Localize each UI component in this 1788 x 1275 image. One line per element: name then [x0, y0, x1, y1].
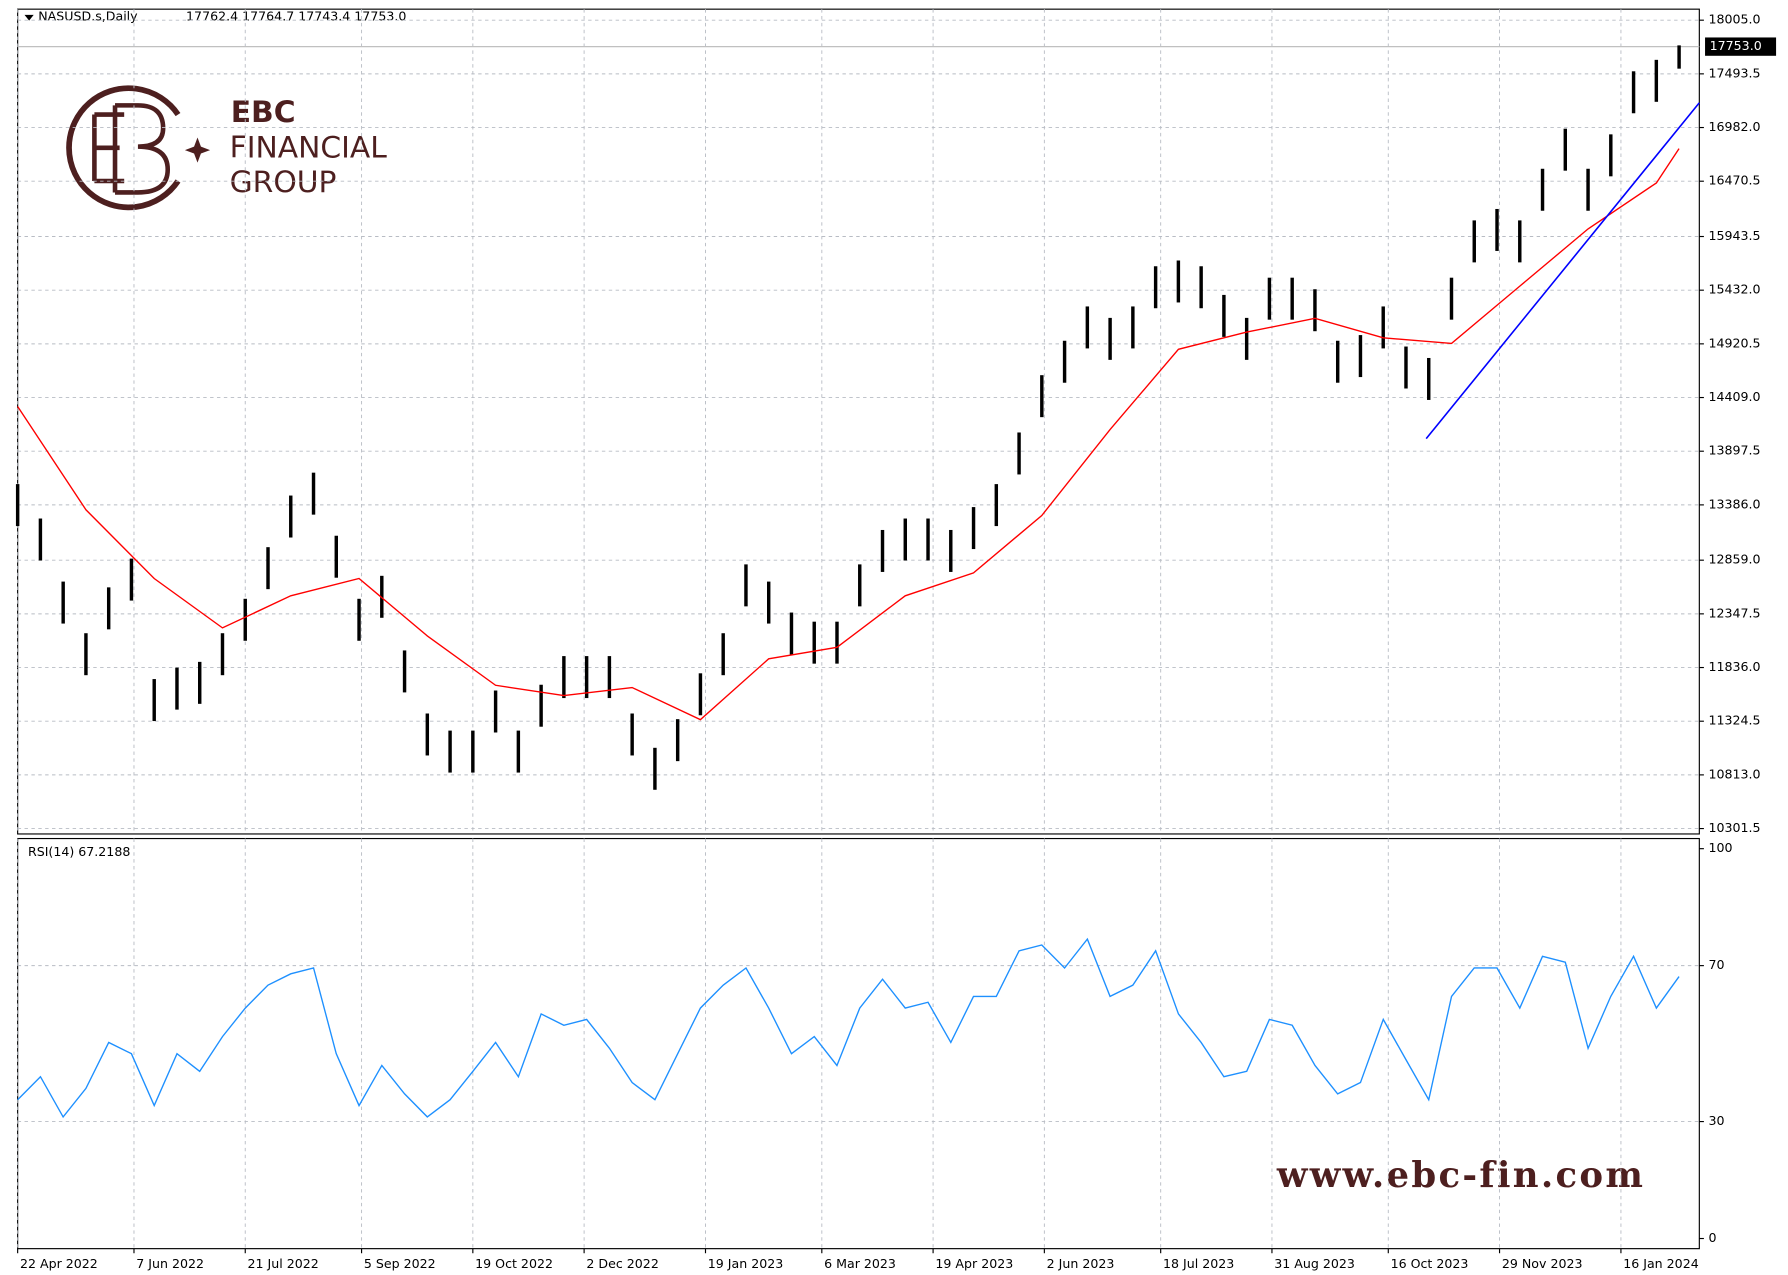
logo-name: EBC [231, 95, 296, 130]
logo-ring [66, 85, 181, 211]
x-tick-label: 7 Jun 2022 [136, 1256, 204, 1271]
logo-mark [92, 103, 171, 195]
x-tick-label: 2 Jun 2023 [1047, 1256, 1115, 1271]
y-tick-label: 13386.0 [1708, 496, 1760, 511]
x-tick-label: 19 Apr 2023 [935, 1256, 1013, 1271]
y-tick-label: 18005.0 [1708, 12, 1760, 27]
x-tick-label: 18 Jul 2023 [1163, 1256, 1234, 1271]
y-tick-label: 14409.0 [1708, 389, 1760, 404]
y-tick-label: 14920.5 [1708, 335, 1760, 350]
rsi-tick-label: 100 [1708, 840, 1732, 855]
current-price-box [1705, 37, 1777, 56]
x-tick-label: 21 Jul 2022 [248, 1256, 319, 1271]
watermark: www.ebc-fin.com [1276, 1155, 1645, 1196]
x-tick-label: 19 Jan 2023 [708, 1256, 784, 1271]
logo-star [184, 137, 211, 163]
rsi-line [17, 937, 1680, 1119]
rsi-tick-label: 30 [1708, 1113, 1724, 1128]
x-tick-label: 31 Aug 2023 [1274, 1256, 1355, 1271]
trendline [1425, 102, 1700, 440]
logo-line1: FINANCIAL [230, 130, 388, 165]
y-tick-label: 12859.0 [1708, 552, 1760, 567]
y-tick-label: 17493.5 [1708, 65, 1760, 80]
x-tick-label: 19 Oct 2022 [475, 1256, 553, 1271]
x-tick-label: 29 Nov 2023 [1502, 1256, 1583, 1271]
header-arrow [24, 14, 34, 21]
x-tick-label: 22 Apr 2022 [20, 1256, 98, 1271]
y-tick-label: 10813.0 [1708, 766, 1760, 781]
logo [66, 85, 211, 211]
header-symbol: NASUSD.s,Daily [38, 9, 138, 24]
moving-average [17, 148, 1680, 721]
rsi-panel [17, 837, 1700, 1250]
y-tick-label: 10301.5 [1708, 820, 1760, 835]
y-tick-label: 12347.5 [1708, 605, 1760, 620]
y-tick-label: 11324.5 [1708, 713, 1760, 728]
y-tick-label: 16982.0 [1708, 119, 1760, 134]
current-price-label: 17753.0 [1710, 38, 1762, 53]
header-quote: 17762.4 17764.7 17743.4 17753.0 [186, 9, 406, 24]
y-tick-label: 13897.5 [1708, 443, 1760, 458]
rsi-label: RSI(14) 67.2188 [28, 844, 130, 859]
y-tick-label: 15943.5 [1708, 228, 1760, 243]
y-tick-label: 11836.0 [1708, 659, 1760, 674]
logo-line2: GROUP [230, 165, 337, 200]
y-tick-label: 15432.0 [1708, 282, 1760, 297]
x-tick-label: 2 Dec 2022 [586, 1256, 658, 1271]
x-tick-label: 16 Jan 2024 [1623, 1256, 1699, 1271]
rsi-tick-label: 70 [1708, 957, 1724, 972]
x-tick-label: 6 Mar 2023 [824, 1256, 896, 1271]
x-tick-label: 5 Sep 2022 [364, 1256, 436, 1271]
rsi-tick-label: 0 [1708, 1230, 1716, 1245]
x-tick-label: 16 Oct 2023 [1391, 1256, 1469, 1271]
y-tick-label: 16470.5 [1708, 173, 1760, 188]
